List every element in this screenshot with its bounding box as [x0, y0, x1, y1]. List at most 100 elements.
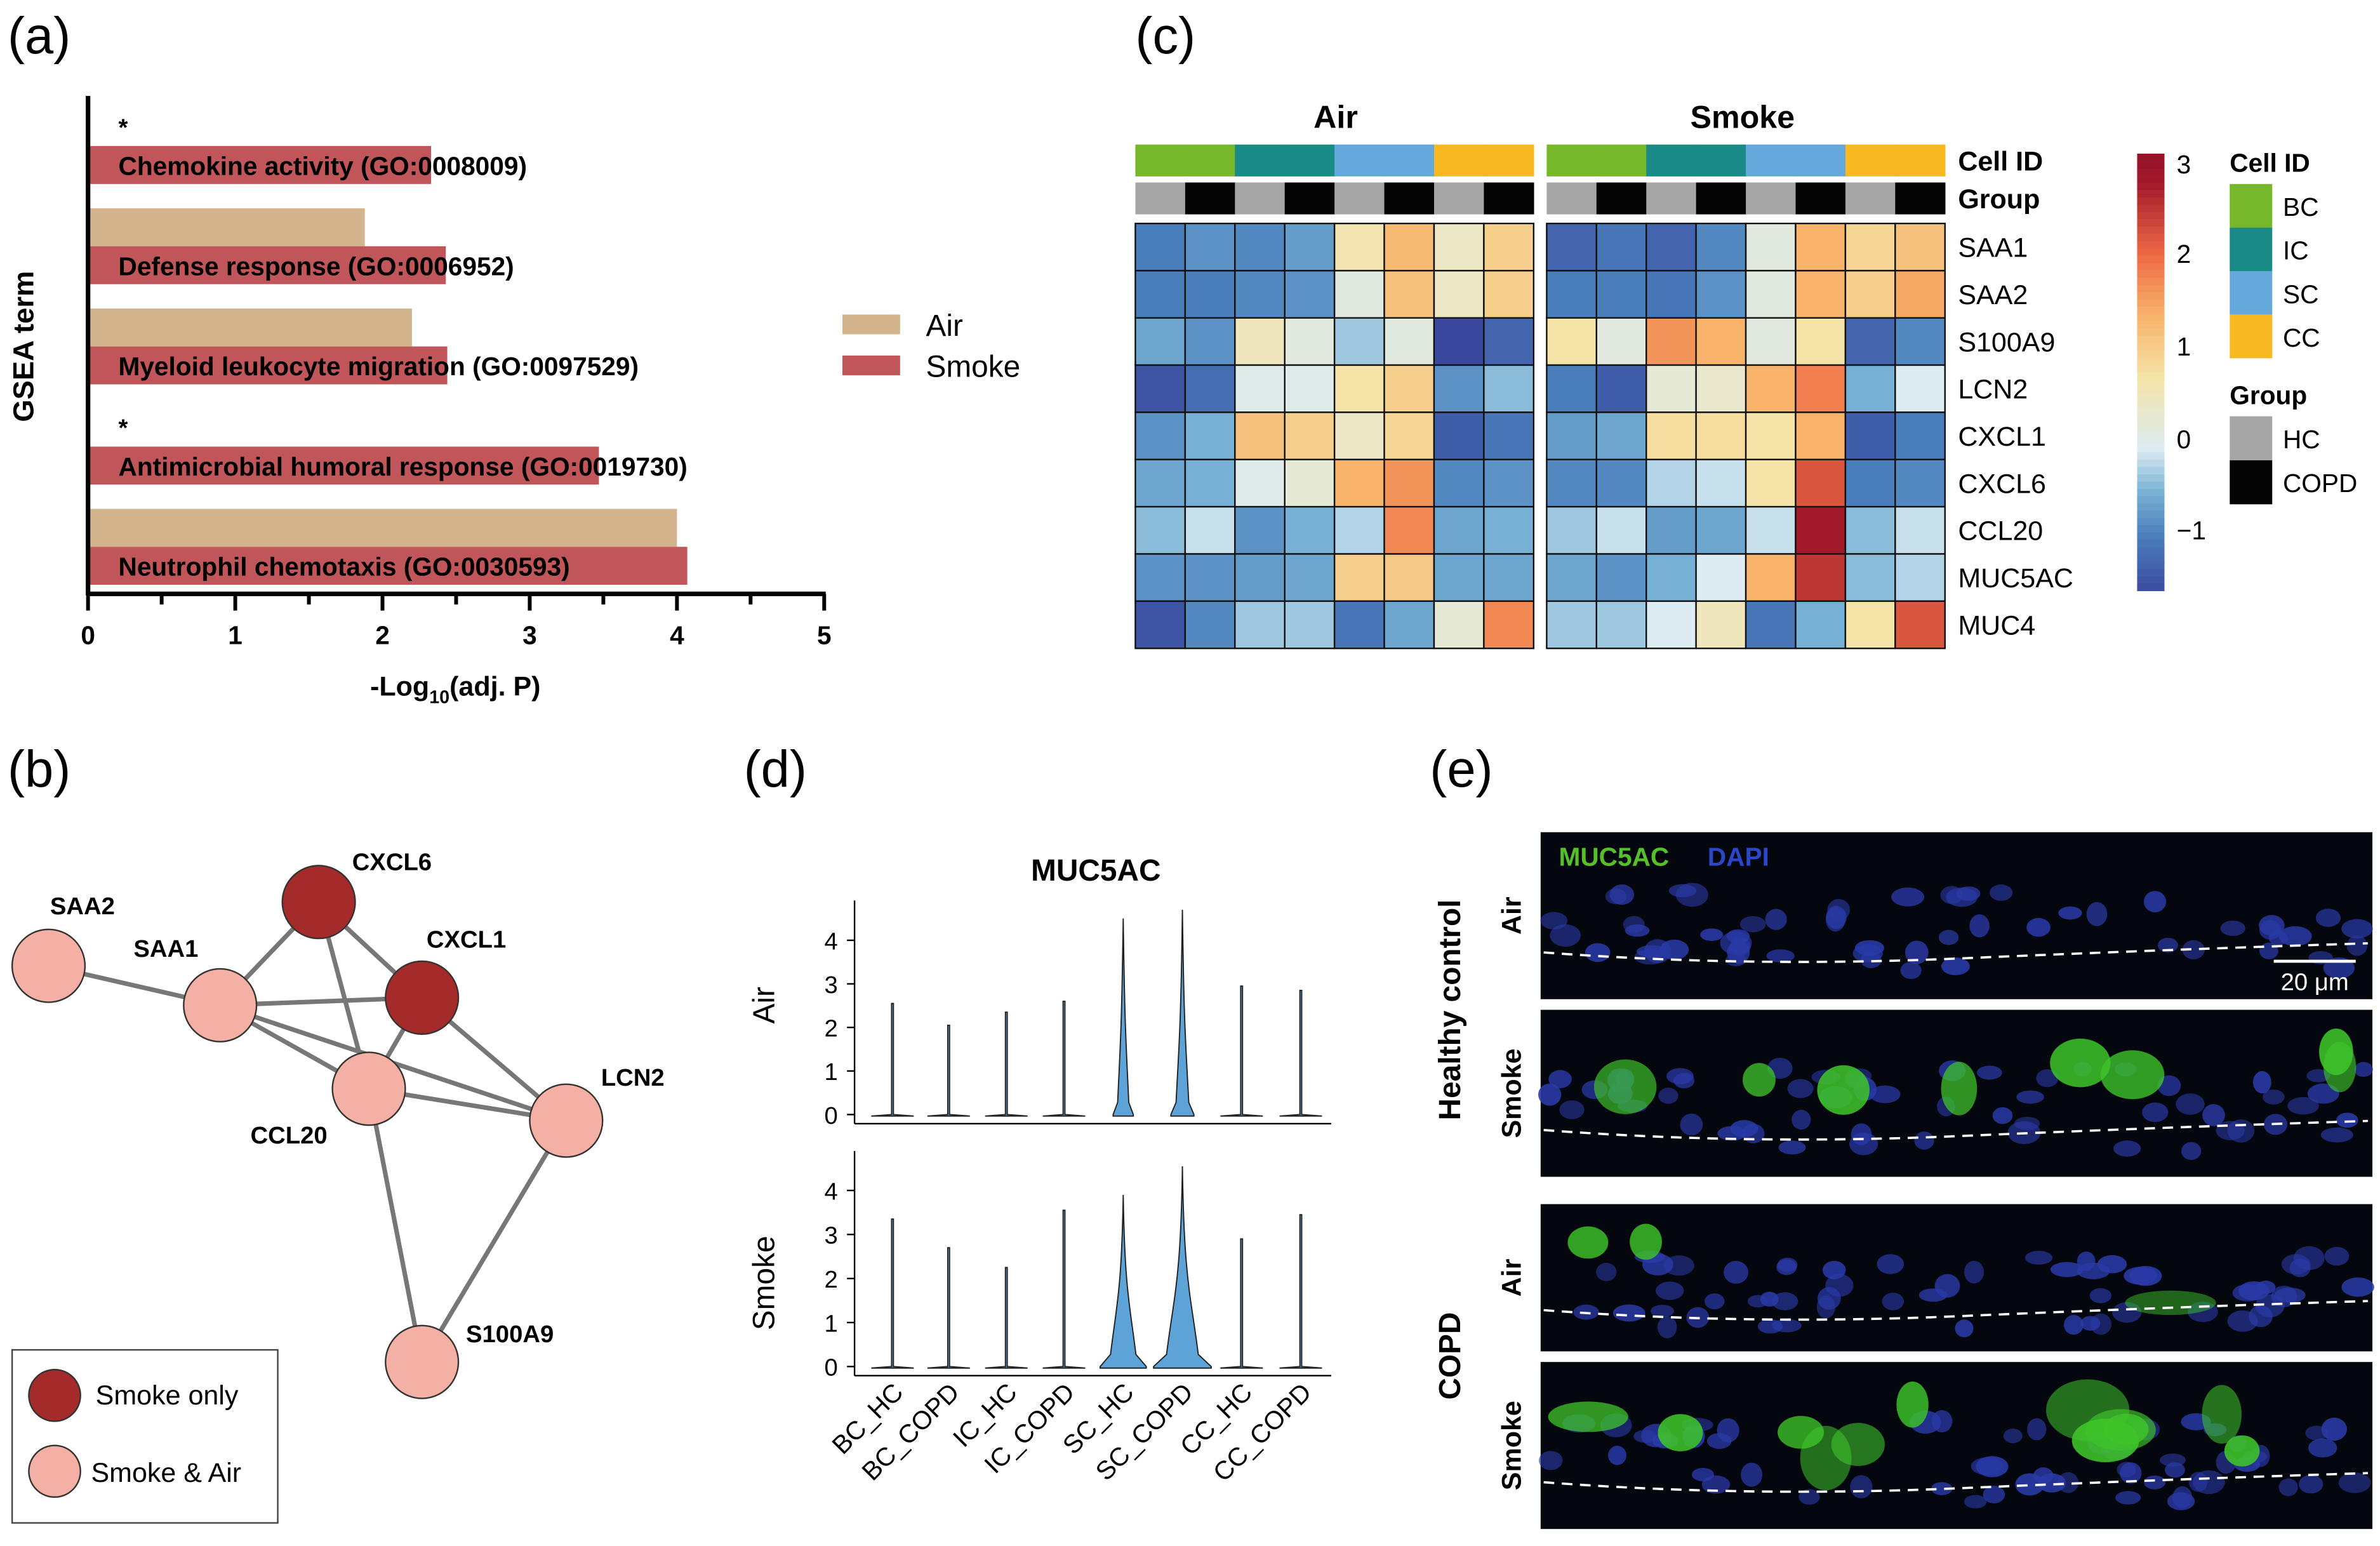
heatmap-cell [1333, 458, 1385, 508]
heatmap-cell [1433, 411, 1485, 460]
dapi-nucleus [1989, 884, 2013, 901]
heatmap-cell [1695, 317, 1747, 366]
dapi-nucleus [1663, 1255, 1694, 1276]
dapi-nucleus [2142, 1102, 2169, 1123]
dapi-nucleus [1938, 930, 1959, 945]
colorbar-segment [2137, 452, 2165, 460]
muc5ac-signal [1567, 1226, 1609, 1259]
cell-id-annotation [1135, 144, 1186, 177]
dapi-nucleus [1650, 1305, 1674, 1317]
heatmap-cell [1894, 553, 1946, 603]
dapi-nucleus [2287, 1096, 2319, 1115]
gene-label: S100A9 [1958, 327, 2055, 357]
dapi-nucleus [1720, 931, 1752, 956]
dapi-nucleus [2064, 1315, 2084, 1335]
stain-label-muc5ac: MUC5AC [1559, 842, 1669, 871]
group-annotation [1284, 182, 1335, 215]
colorbar-segment [2137, 467, 2165, 475]
dapi-nucleus [1765, 909, 1787, 930]
muc5ac-signal [2100, 1050, 2165, 1100]
legend-swatch-hc [2230, 416, 2273, 460]
basement-membrane-line [1543, 942, 2368, 963]
dapi-nucleus [2176, 1093, 2205, 1115]
dapi-nucleus [1900, 961, 1922, 980]
cell-id-annotation [1484, 144, 1534, 177]
violin-bc-copd-air [927, 1024, 970, 1117]
violin-ic-hc-smoke [985, 1267, 1028, 1369]
heatmap-cell [1333, 553, 1385, 603]
group-annotation [1895, 182, 1946, 215]
heatmap-cell [1546, 458, 1597, 508]
dapi-nucleus [1747, 1295, 1768, 1308]
node-label: CCL20 [251, 1122, 328, 1149]
heatmap-cell [1383, 458, 1435, 508]
heatmap-cell [1284, 458, 1336, 508]
heatmap-cell [1284, 553, 1336, 603]
heatmap-cell [1333, 270, 1385, 319]
label-copd: COPD [1433, 1312, 1467, 1400]
cell-id-annotation [1895, 144, 1946, 177]
muc5ac-signal [1593, 1059, 1657, 1114]
heatmap-cell [1745, 458, 1797, 508]
dapi-nucleus [2202, 1104, 2225, 1126]
dapi-nucleus [2003, 1429, 2023, 1444]
heatmap-cell [1595, 553, 1647, 603]
heatmap-cell [1284, 505, 1336, 555]
dapi-nucleus [1877, 1254, 1905, 1274]
dapi-nucleus [2050, 1262, 2084, 1277]
dapi-nucleus [2113, 1140, 2141, 1157]
heatmap-cell [1284, 222, 1336, 272]
basement-membrane-line [1543, 1119, 2368, 1141]
heatmap-cell [1483, 364, 1535, 413]
dapi-nucleus [1741, 1462, 1763, 1487]
gene-label: CXCL6 [1958, 469, 2046, 499]
heatmap-cell [1234, 411, 1286, 460]
heatmap-cell [1595, 270, 1647, 319]
dapi-nucleus [2324, 1246, 2350, 1266]
network-legend [11, 1349, 279, 1524]
colorbar-segment [2137, 226, 2165, 234]
heatmap-cell [1433, 222, 1485, 272]
dapi-nucleus [2117, 1462, 2136, 1477]
heatmap-cell [1745, 600, 1797, 650]
dapi-nucleus [1955, 1319, 1974, 1338]
dapi-nucleus [1850, 1475, 1873, 1498]
violin-bc-copd-smoke [927, 1247, 970, 1369]
heatmap-cell [1184, 270, 1236, 319]
heatmap-cell [1184, 364, 1236, 413]
bar-term-label: Myeloid leukocyte migration (GO:0097529) [118, 352, 639, 381]
heatmap-cell [1595, 222, 1647, 272]
legend-label-smoke: Smoke [926, 350, 1020, 383]
heatmap-cell [1184, 458, 1236, 508]
dapi-nucleus [2089, 1288, 2112, 1303]
dapi-nucleus [2172, 1486, 2193, 1509]
label-healthy-control: Healthy control [1433, 900, 1467, 1121]
heatmap-cell [1383, 505, 1435, 555]
colorbar-segment [2137, 314, 2165, 322]
heatmap-cell [1894, 364, 1946, 413]
legend-label-sc: SC [2283, 279, 2318, 309]
dapi-nucleus [2115, 1491, 2141, 1505]
cell-id-annotation [1334, 144, 1385, 177]
dapi-nucleus [2220, 920, 2245, 936]
cell-id-annotation [1696, 144, 1746, 177]
dapi-nucleus [2346, 935, 2368, 956]
dapi-nucleus [2259, 942, 2278, 959]
heatmap-cell [1645, 364, 1697, 413]
dapi-nucleus [2227, 1310, 2258, 1332]
heatmap-cell [1333, 600, 1385, 650]
heatmap-cell [1546, 553, 1597, 603]
heatmap-cell [1483, 600, 1535, 650]
dapi-nucleus [2182, 940, 2205, 960]
muc5ac-signal [1548, 1401, 1628, 1432]
basement-membrane-line [1543, 1300, 2368, 1321]
heatmap-cell [1645, 411, 1697, 460]
heatmap-cell [1844, 553, 1896, 603]
colorbar-segment [2137, 517, 2165, 526]
dapi-nucleus [1692, 1467, 1714, 1482]
colorbar-segment [2137, 503, 2165, 511]
dapi-nucleus [2308, 1438, 2337, 1458]
dapi-nucleus [1724, 1260, 1749, 1284]
heatmap-cell [1645, 222, 1697, 272]
heatmap-cell [1645, 553, 1697, 603]
